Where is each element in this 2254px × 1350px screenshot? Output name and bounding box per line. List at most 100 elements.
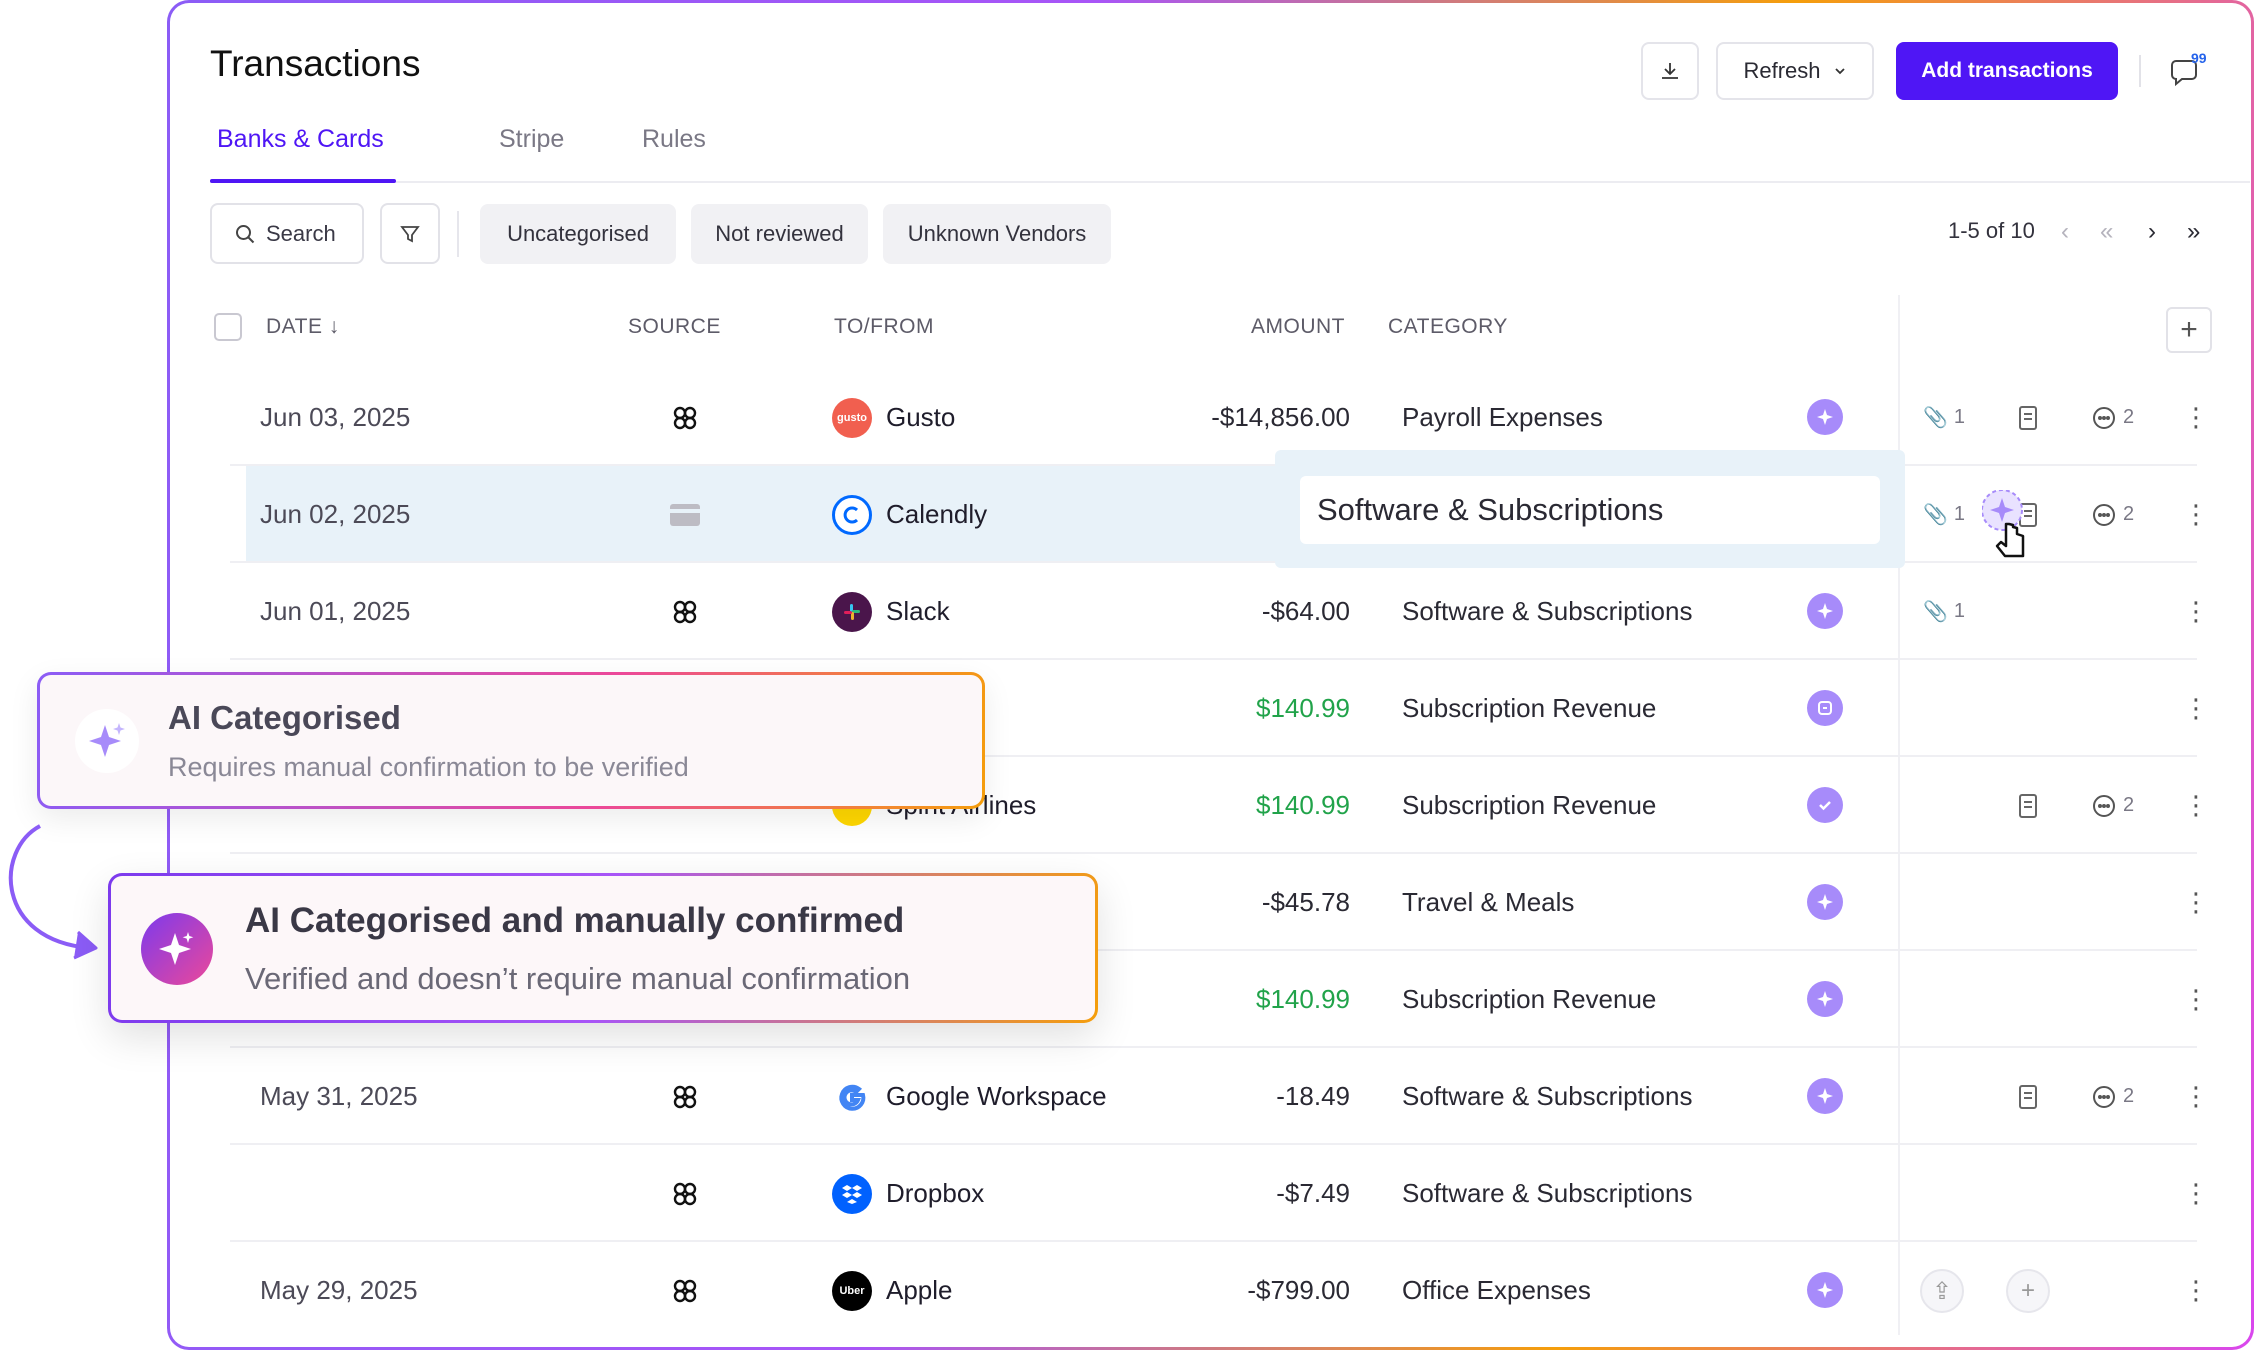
add-column-button[interactable]: + bbox=[2166, 307, 2212, 353]
row-menu-icon[interactable]: ⋮ bbox=[2183, 499, 2209, 529]
ai-sparkle-icon[interactable] bbox=[1807, 399, 1843, 435]
calendly-logo bbox=[832, 494, 872, 535]
row-category[interactable]: Office Expenses bbox=[1402, 1275, 1591, 1305]
table-row[interactable]: o $140.99 Subscription Revenue ⋮ bbox=[170, 660, 2254, 757]
attachments[interactable]: 📎 1 bbox=[1923, 563, 1965, 660]
table-row[interactable]: Dropbox -$7.49 Software & Subscriptions … bbox=[170, 1145, 2254, 1242]
row-category[interactable]: Subscription Revenue bbox=[1402, 790, 1657, 820]
comments[interactable]: 2 bbox=[2091, 1048, 2134, 1145]
row-menu-icon[interactable]: ⋮ bbox=[2183, 984, 2209, 1014]
tab-stripe[interactable]: Stripe bbox=[499, 125, 565, 153]
row-menu-icon[interactable]: ⋮ bbox=[2183, 1178, 2209, 1208]
row-date: May 31, 2025 bbox=[260, 1081, 418, 1111]
row-menu-icon[interactable]: ⋮ bbox=[2183, 1275, 2209, 1305]
row-amount: $140.99 bbox=[1256, 984, 1350, 1014]
row-menu-icon[interactable]: ⋮ bbox=[2183, 887, 2209, 917]
prev-page-icon[interactable]: ‹ bbox=[2061, 218, 2069, 245]
attachment-count: 1 bbox=[1953, 503, 1966, 525]
chip-uncategorised[interactable]: Uncategorised bbox=[480, 204, 676, 264]
download-icon bbox=[1662, 63, 1678, 79]
comments[interactable]: 2 bbox=[2091, 369, 2134, 466]
row-divider bbox=[230, 561, 2197, 563]
add-note-button[interactable]: + bbox=[2006, 1269, 2050, 1313]
attachments[interactable]: 📎 1 bbox=[1923, 466, 1965, 563]
check-icon[interactable] bbox=[1807, 787, 1843, 823]
sparkle-icon bbox=[75, 709, 139, 773]
row-category[interactable]: Subscription Revenue bbox=[1402, 984, 1657, 1014]
row-vendor[interactable]: Calendly bbox=[832, 466, 987, 563]
row-amount: -$7.49 bbox=[1276, 1178, 1350, 1208]
vendor-name: Google Workspace bbox=[886, 1081, 1107, 1111]
table-row[interactable]: Jun 03, 2025 gusto Gusto -$14,856.00 Payr… bbox=[170, 369, 2254, 466]
comment-count: 2 bbox=[2123, 794, 2135, 816]
ai-sparkle-icon[interactable] bbox=[1807, 1272, 1843, 1308]
row-category[interactable]: Software & Subscriptions bbox=[1402, 596, 1693, 626]
table-row[interactable]: Jun 02, 2025 Calendly -$10,9 📎1 2 ⋮ bbox=[170, 466, 2254, 563]
first-page-icon[interactable]: « bbox=[2100, 218, 2114, 245]
row-menu-icon[interactable]: ⋮ bbox=[2183, 1081, 2209, 1111]
attachments[interactable]: 📎 1 bbox=[1923, 369, 1965, 466]
paperclip-icon: 📎 bbox=[1923, 407, 1948, 429]
row-vendor[interactable]: Dropbox bbox=[832, 1145, 984, 1242]
table-row[interactable]: May 29, 2025 Uber Apple -$799.00 Office E… bbox=[170, 1242, 2254, 1339]
col-date[interactable]: DATE ↓ bbox=[266, 315, 340, 339]
upload-icon[interactable]: ⇪ bbox=[1920, 1269, 1964, 1313]
row-category[interactable]: Software & Subscriptions bbox=[1402, 1178, 1693, 1208]
category-dropdown[interactable]: Software & Subscriptions bbox=[1275, 450, 1905, 568]
tab-banks-cards[interactable]: Banks & Cards bbox=[217, 125, 384, 153]
row-menu-icon[interactable]: ⋮ bbox=[2183, 693, 2209, 723]
row-vendor[interactable]: Google Workspace bbox=[832, 1048, 1107, 1145]
select-all-checkbox[interactable] bbox=[214, 313, 242, 341]
category-dropdown-field[interactable]: Software & Subscriptions bbox=[1300, 476, 1880, 544]
ai-sparkle-icon[interactable] bbox=[1807, 593, 1843, 629]
attachment-count: 1 bbox=[1953, 600, 1966, 622]
comments[interactable]: 2 bbox=[2091, 466, 2134, 563]
next-page-icon[interactable]: › bbox=[2148, 218, 2156, 245]
ai-sparkle-icon[interactable] bbox=[1807, 884, 1843, 920]
ai-sparkle-icon[interactable] bbox=[1807, 981, 1843, 1017]
row-amount: -$14,856.00 bbox=[1211, 402, 1350, 432]
vendor-name: Calendly bbox=[886, 499, 988, 529]
row-menu-icon[interactable]: ⋮ bbox=[2183, 790, 2209, 820]
row-category[interactable]: Subscription Revenue bbox=[1402, 693, 1657, 723]
comments[interactable]: 2 bbox=[2091, 757, 2134, 854]
table-row[interactable]: -$45.78 Travel & Meals ⋮ bbox=[170, 854, 2254, 951]
table-row[interactable]: Jun 01, 2025 Slack -$64.00 Software & Su… bbox=[170, 563, 2254, 660]
row-vendor[interactable]: Slack bbox=[832, 563, 950, 660]
ai-sparkle-icon[interactable] bbox=[1807, 1078, 1843, 1114]
row-amount: $140.99 bbox=[1256, 693, 1350, 723]
row-amount: -$799.00 bbox=[1247, 1275, 1350, 1305]
row-divider bbox=[230, 658, 2197, 660]
receipt-icon[interactable] bbox=[2017, 369, 2039, 466]
table-row[interactable]: May 31, 2025 Google Workspace -18.49 Sof… bbox=[170, 1048, 2254, 1145]
chip-unknown-vendors[interactable]: Unknown Vendors bbox=[883, 204, 1111, 264]
row-vendor[interactable]: gusto Gusto bbox=[832, 369, 955, 466]
add-transactions-button[interactable]: Add transactions bbox=[1896, 42, 2118, 100]
row-vendor[interactable]: Uber Apple bbox=[832, 1242, 953, 1339]
receipt-icon[interactable] bbox=[2017, 757, 2039, 854]
row-category[interactable]: Software & Subscriptions bbox=[1402, 1081, 1693, 1111]
legend-ai-confirmed: AI Categorised and manually confirmed Ve… bbox=[108, 873, 1098, 1023]
last-page-icon[interactable]: » bbox=[2187, 218, 2201, 245]
row-category[interactable]: Payroll Expenses bbox=[1402, 402, 1603, 432]
sync-icon[interactable] bbox=[1807, 690, 1843, 726]
filter-button[interactable] bbox=[380, 203, 440, 264]
notifications-button[interactable] bbox=[2166, 53, 2206, 93]
row-category[interactable]: Travel & Meals bbox=[1402, 887, 1575, 917]
row-date: Jun 01, 2025 bbox=[260, 596, 411, 626]
comment-count: 2 bbox=[2123, 406, 2135, 428]
receipt-icon[interactable] bbox=[2017, 1048, 2039, 1145]
tab-rules[interactable]: Rules bbox=[642, 125, 706, 153]
row-divider bbox=[230, 1046, 2197, 1048]
search-button[interactable]: Search bbox=[210, 203, 364, 264]
row-menu-icon[interactable]: ⋮ bbox=[2183, 402, 2209, 432]
download-button[interactable] bbox=[1641, 42, 1699, 100]
refresh-button[interactable]: Refresh bbox=[1716, 42, 1874, 100]
bank-icon bbox=[660, 1242, 710, 1339]
row-menu-icon[interactable]: ⋮ bbox=[2183, 596, 2209, 626]
legend-confirmed-title: AI Categorised and manually confirmed bbox=[245, 901, 905, 940]
legend-ai-subtitle: Requires manual confirmation to be verif… bbox=[168, 752, 689, 782]
filter-icon bbox=[400, 225, 420, 242]
chip-not-reviewed[interactable]: Not reviewed bbox=[691, 204, 868, 264]
table-row[interactable]: $140.99 Subscription Revenue ⋮ bbox=[170, 951, 2254, 1048]
